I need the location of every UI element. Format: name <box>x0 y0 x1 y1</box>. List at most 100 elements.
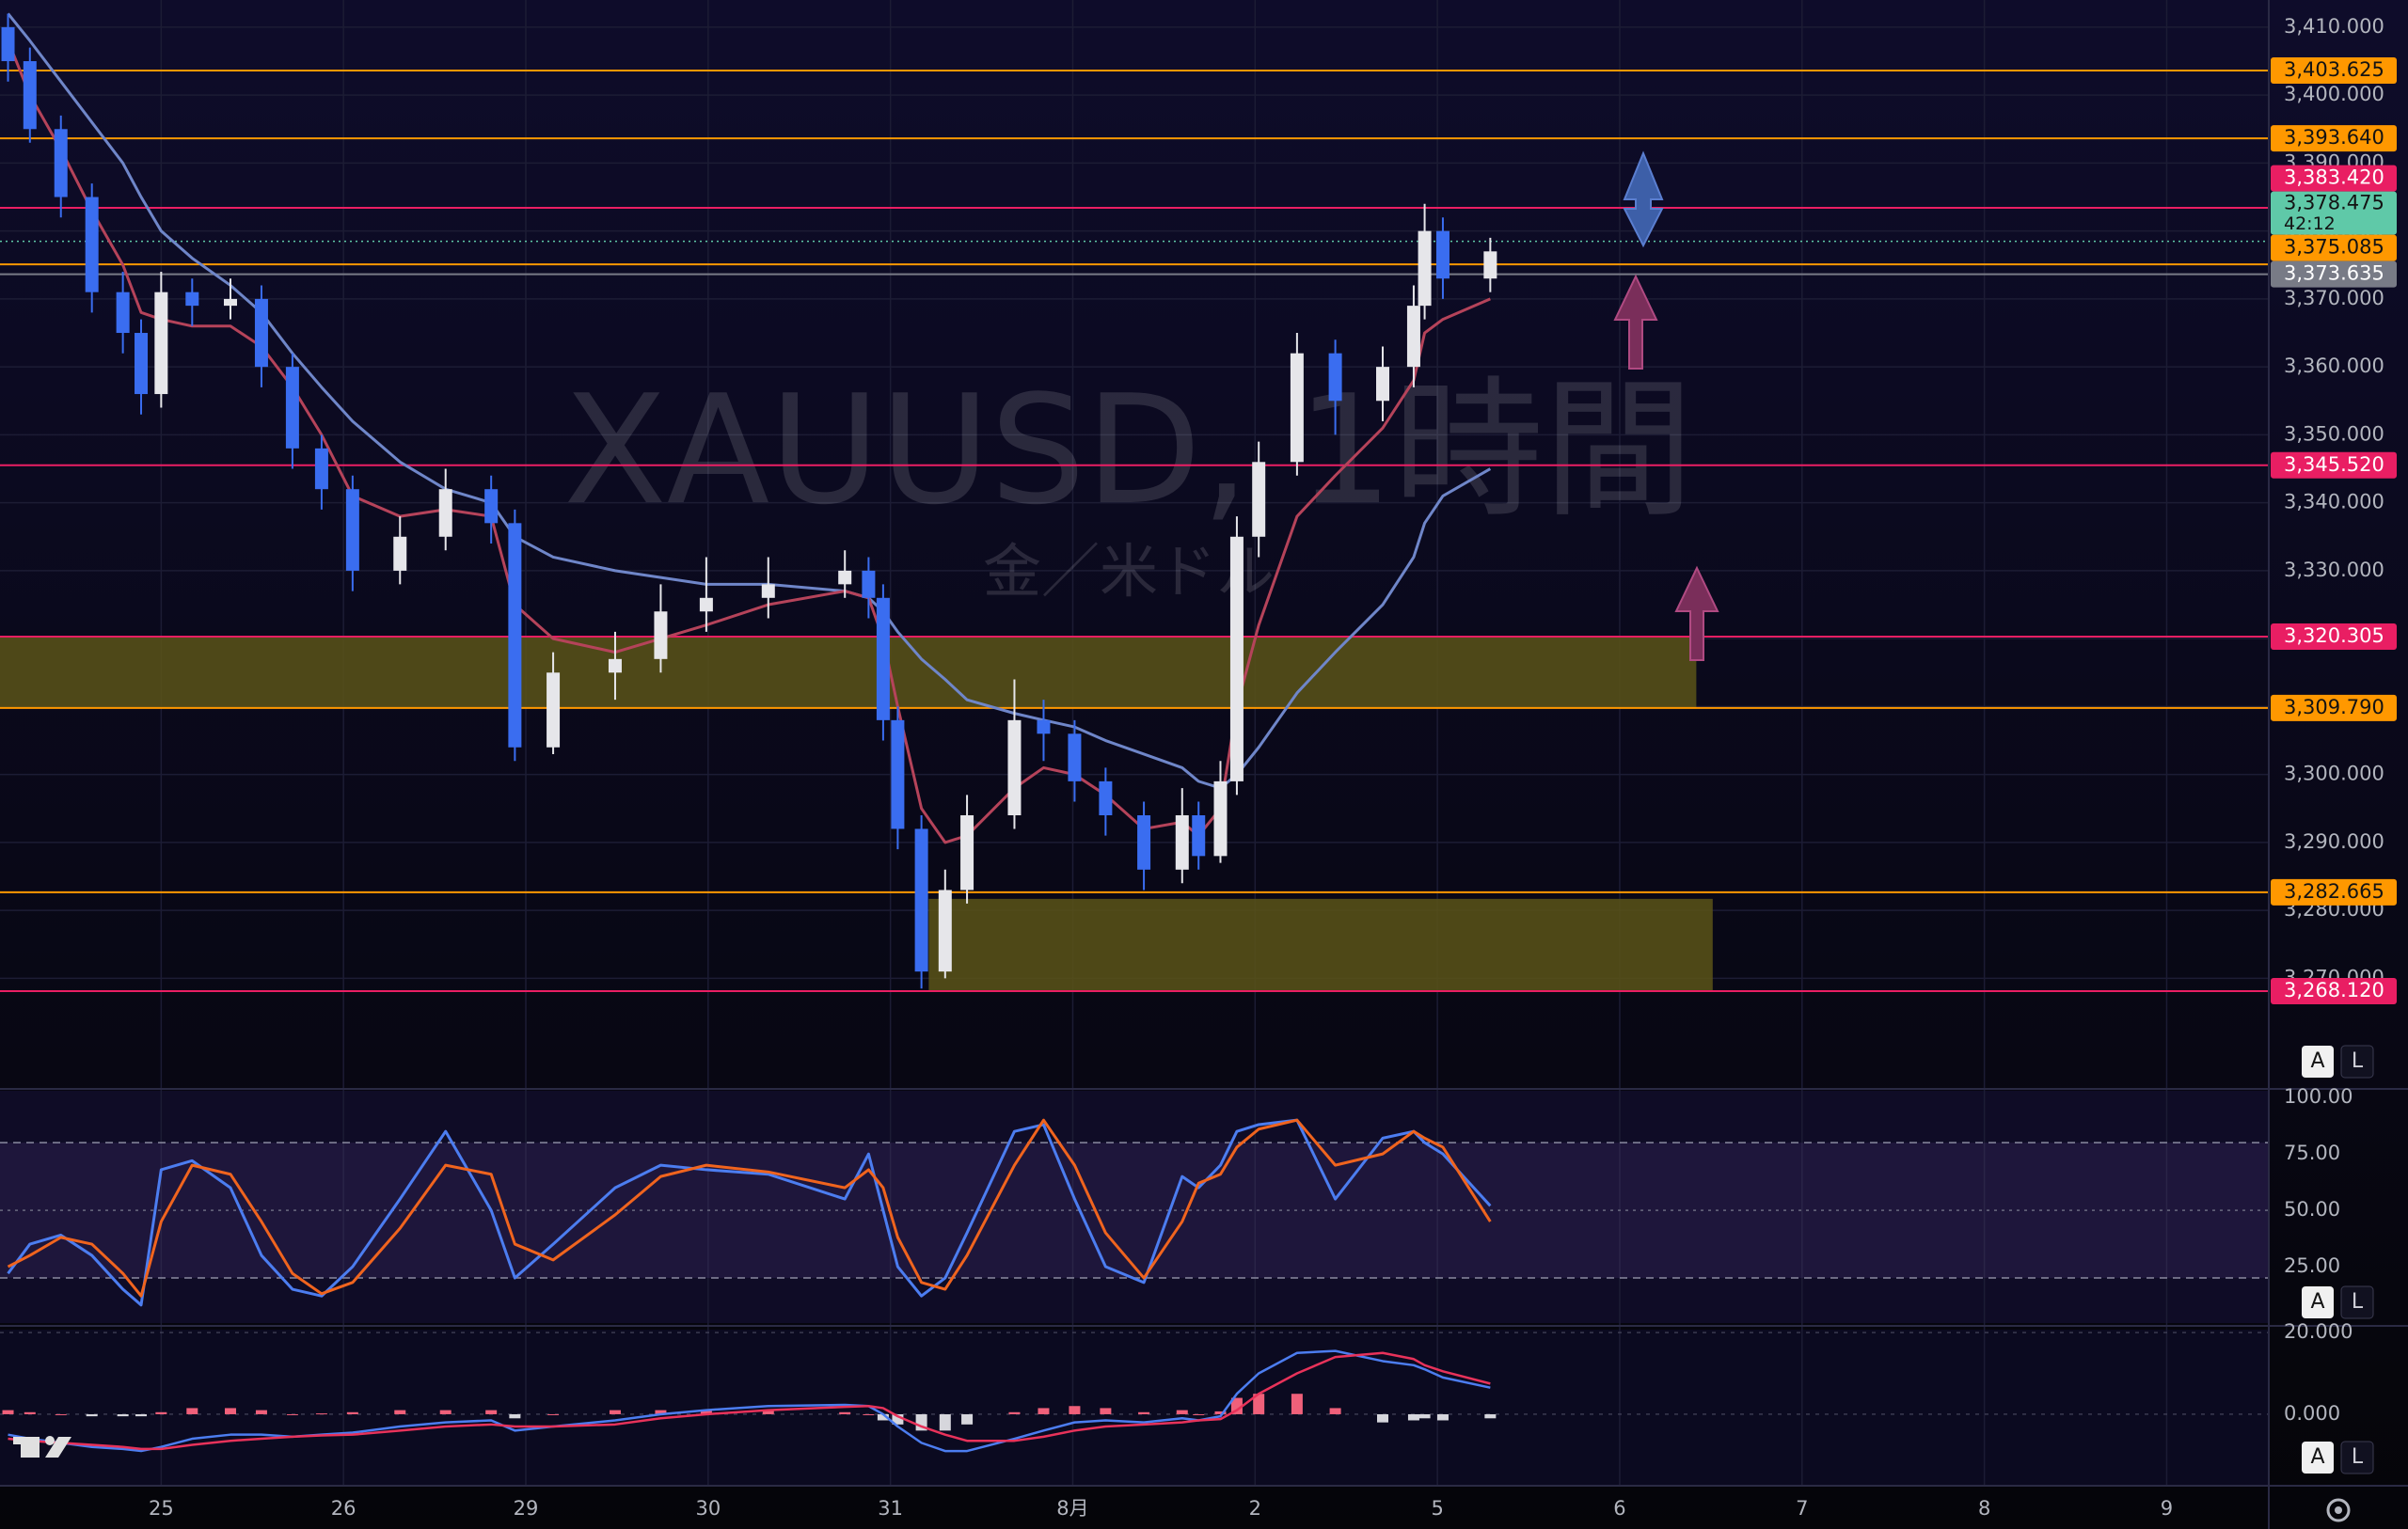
scale-controls: A L A L A L <box>2302 1045 2374 1474</box>
macd-histogram-bar <box>1418 1413 1431 1419</box>
macd-histogram-bar <box>1436 1413 1449 1421</box>
x-tick-label: 29 <box>514 1497 539 1520</box>
candle-body <box>185 292 199 307</box>
log-scale-button[interactable] <box>2340 1285 2374 1319</box>
level-label-box <box>2271 878 2397 906</box>
auto-scale-button[interactable] <box>2302 1442 2334 1474</box>
settings-gear-center <box>2335 1506 2342 1514</box>
double-arrow <box>1623 150 1664 248</box>
auto-scale-label[interactable]: A <box>2310 1290 2324 1314</box>
y-tick-label: 3,350.000 <box>2284 422 2384 445</box>
candle-body <box>699 597 713 612</box>
level-label: 3,403.625 <box>2284 58 2384 81</box>
y-tick-label: 20.000 <box>2284 1320 2353 1343</box>
candle-body <box>654 611 668 659</box>
macd-histogram-bar <box>86 1413 98 1417</box>
auto-scale-label[interactable]: A <box>2310 1049 2324 1073</box>
logo-part <box>45 1437 71 1458</box>
auto-scale-button[interactable] <box>2302 1286 2334 1318</box>
zones <box>0 636 1713 991</box>
log-scale-button[interactable] <box>2340 1441 2374 1474</box>
macd-histogram-bar <box>55 1413 67 1415</box>
x-tick-label: 8月 <box>1056 1497 1088 1520</box>
macd-histogram-bar <box>1253 1394 1265 1414</box>
y-tick-label: 3,370.000 <box>2284 287 2384 309</box>
macd-pane <box>0 1330 2269 1486</box>
y-tick-label: 50.00 <box>2284 1198 2340 1221</box>
y-tick-label: 3,330.000 <box>2284 559 2384 581</box>
ema-line <box>7 39 1491 844</box>
x-tick-label: 6 <box>1613 1497 1625 1520</box>
macd-histogram-bar <box>155 1411 167 1414</box>
y-tick-label: 3,300.000 <box>2284 763 2384 785</box>
log-scale-label[interactable]: L <box>2352 1445 2364 1469</box>
levels <box>0 69 2269 992</box>
candle-body <box>1483 251 1497 279</box>
macd-histogram-bar <box>609 1410 621 1414</box>
y-tick-label: 3,400.000 <box>2284 83 2384 105</box>
macd-histogram-bar <box>224 1408 236 1414</box>
macd-histogram-bar <box>394 1410 406 1414</box>
macd-histogram-bar <box>286 1413 298 1415</box>
macd-histogram-bar <box>1138 1411 1150 1414</box>
macd-histogram-bar <box>1407 1413 1419 1421</box>
auto-scale-label[interactable]: A <box>2310 1445 2324 1469</box>
grid <box>0 0 2269 1486</box>
candle-body <box>761 584 775 598</box>
macd-histogram-bar <box>315 1413 327 1415</box>
candle-body <box>508 523 522 748</box>
candle-body <box>1375 367 1389 402</box>
candle-body <box>1406 306 1420 368</box>
x-tick-label: 30 <box>695 1497 721 1520</box>
macd-histogram-bar <box>1069 1406 1081 1414</box>
candle-body <box>154 292 168 395</box>
macd-histogram-bar <box>1230 1397 1243 1414</box>
macd-histogram-bar <box>186 1408 198 1414</box>
candle-body <box>1290 353 1304 463</box>
level-label: 3,320.305 <box>2284 624 2384 647</box>
candle-body <box>1007 719 1022 815</box>
candle-body <box>1 26 15 62</box>
candle-body <box>85 197 99 292</box>
candle-body <box>1175 815 1189 870</box>
auto-scale-button[interactable] <box>2302 1046 2334 1078</box>
x-tick-label: 2 <box>1249 1497 1261 1520</box>
log-scale-button[interactable] <box>2340 1045 2374 1079</box>
settings[interactable] <box>2326 1498 2351 1522</box>
x-tick-label: 25 <box>149 1497 174 1520</box>
x-tick-label: 8 <box>1978 1497 1990 1520</box>
candle-body <box>938 890 952 972</box>
level-label: 3,373.635 <box>2284 262 2384 285</box>
macd-line <box>8 1351 1491 1451</box>
candle-body <box>862 570 876 598</box>
candle-body <box>960 815 974 891</box>
log-scale-label[interactable]: L <box>2352 1049 2364 1073</box>
countdown: 42:12 <box>2284 213 2336 234</box>
macd-histogram-bar <box>700 1410 712 1414</box>
macd <box>0 1332 2269 1453</box>
watermark-sub: 金／米ドル <box>983 537 1275 606</box>
level-label-box <box>2271 165 2397 192</box>
candle-body <box>1328 353 1342 402</box>
candle-body <box>254 298 268 368</box>
y-tick-label: 25.00 <box>2284 1254 2340 1277</box>
y-tick-label: 3,410.000 <box>2284 15 2384 38</box>
y-tick-label: 100.00 <box>2284 1085 2353 1108</box>
x-tick-label: 5 <box>1431 1497 1443 1520</box>
level-label-box <box>2271 56 2397 84</box>
y-tick-label: 75.00 <box>2284 1142 2340 1164</box>
macd-histogram-bar <box>547 1413 560 1415</box>
level-label: 3,282.665 <box>2284 880 2384 903</box>
candle-body <box>1435 230 1450 279</box>
macd-histogram-bar <box>117 1413 129 1417</box>
candle-body <box>876 597 890 720</box>
candle-body <box>116 292 130 334</box>
settings-gear[interactable] <box>2326 1498 2351 1522</box>
candle-body <box>1037 719 1051 734</box>
log-scale-label[interactable]: L <box>2352 1290 2364 1314</box>
y-tick-label: 0.000 <box>2284 1402 2340 1425</box>
level-label: 3,268.120 <box>2284 979 2384 1001</box>
x-tick-label: 26 <box>331 1497 356 1520</box>
